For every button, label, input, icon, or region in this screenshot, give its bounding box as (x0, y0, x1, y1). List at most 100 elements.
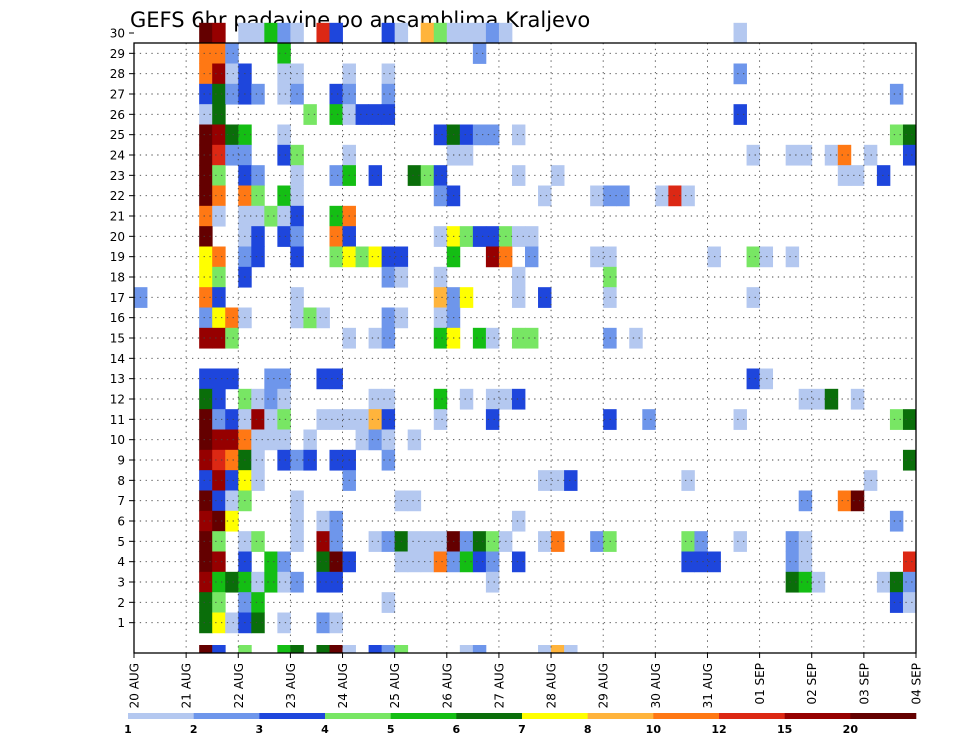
heatmap-cell (889, 409, 904, 430)
y-tick-label: 17 (110, 291, 125, 305)
heatmap-cell (329, 205, 343, 227)
heatmap-cell (459, 226, 474, 247)
heatmap-cell (694, 551, 708, 573)
heatmap-cell (264, 22, 278, 44)
heatmap-cell (433, 409, 448, 430)
heatmap-cell (277, 63, 291, 85)
heatmap-cell (225, 144, 239, 166)
heatmap-cell (368, 429, 383, 451)
heatmap-cell (381, 592, 396, 613)
heatmap-cell (251, 83, 265, 105)
heatmap-cell (798, 388, 813, 410)
heatmap-cell (381, 645, 396, 653)
colorbar-swatch (456, 713, 523, 719)
heatmap-cell (746, 368, 760, 390)
heatmap-cell (733, 531, 747, 552)
heatmap-cell (199, 266, 213, 288)
heatmap-cell (225, 470, 239, 491)
heatmap-cell (277, 551, 291, 573)
heatmap-cell (511, 551, 526, 573)
colorbar-label: 2 (190, 723, 198, 736)
heatmap-cell (225, 124, 239, 146)
colorbar-label: 20 (843, 723, 859, 736)
heatmap-cell (329, 551, 343, 573)
heatmap-cell (394, 22, 409, 44)
heatmap-cell (433, 226, 448, 247)
heatmap-cell (212, 592, 226, 613)
heatmap-cell (329, 22, 343, 44)
colorbar-swatch (850, 713, 917, 719)
heatmap-cell (368, 104, 383, 125)
y-tick-label: 29 (110, 47, 125, 61)
heatmap-cell (564, 470, 578, 491)
colorbar-swatch (259, 713, 326, 719)
heatmap-cell (420, 165, 435, 186)
heatmap-cell (902, 449, 917, 471)
heatmap-cell (472, 327, 487, 349)
heatmap-cell (798, 490, 813, 512)
heatmap-cell (251, 531, 265, 552)
y-tick-label: 28 (110, 67, 125, 81)
y-tick-label: 19 (110, 250, 125, 264)
x-tick-label: 26 AUG (440, 663, 454, 708)
heatmap-cell (381, 83, 396, 105)
heatmap-cell (316, 510, 330, 532)
colorbar-swatch (587, 713, 654, 719)
heatmap-cell (381, 409, 396, 430)
y-tick-label: 18 (110, 271, 125, 285)
heatmap-cell (329, 645, 343, 653)
heatmap-cell (889, 510, 904, 532)
heatmap-cell (850, 490, 865, 512)
heatmap-cell (329, 226, 343, 247)
heatmap-cell (329, 449, 343, 471)
heatmap-cell (329, 531, 343, 552)
heatmap-cell (472, 43, 487, 64)
heatmap-cell (212, 185, 226, 207)
heatmap-cell (433, 266, 448, 288)
heatmap-cell (212, 287, 226, 308)
heatmap-cell (212, 83, 226, 105)
heatmap-cell (355, 246, 369, 268)
heatmap-cell (199, 449, 213, 471)
heatmap-cell (277, 388, 291, 410)
heatmap-cell (277, 645, 291, 653)
heatmap-cell (446, 22, 461, 44)
heatmap-cell (316, 612, 330, 634)
heatmap-cell (199, 510, 213, 532)
heatmap-cell (212, 645, 226, 653)
heatmap-cell (212, 266, 226, 288)
heatmap-cell (485, 226, 500, 247)
heatmap-cell (212, 449, 226, 471)
heatmap-cell (199, 612, 213, 634)
colorbar-swatch (784, 713, 851, 719)
x-tick-label: 03 SEP (857, 663, 871, 705)
heatmap-cell (681, 531, 695, 552)
x-tick-label: 22 AUG (232, 663, 246, 708)
heatmap-cell (199, 645, 213, 653)
heatmap-cell (329, 368, 343, 390)
heatmap-cell (225, 510, 239, 532)
heatmap-cell (407, 551, 422, 573)
heatmap-cell (694, 531, 708, 552)
heatmap-cell (511, 165, 526, 186)
heatmap-cell (199, 83, 213, 105)
heatmap-cell (420, 531, 435, 552)
heatmap-cell (251, 165, 265, 186)
heatmap-cell (342, 645, 356, 653)
heatmap-cell (199, 124, 213, 146)
heatmap-cell (199, 551, 213, 573)
heatmap-cell (251, 226, 265, 247)
heatmap-cell (199, 368, 213, 390)
heatmap-cell (798, 551, 813, 573)
heatmap-cell (525, 226, 539, 247)
y-tick-label: 7 (117, 494, 125, 508)
heatmap-cell (681, 185, 695, 207)
heatmap-cell (290, 22, 304, 44)
heatmap-cell (303, 307, 317, 329)
heatmap-cell (212, 571, 226, 593)
x-tick-label: 21 AUG (180, 663, 194, 708)
heatmap-cell (277, 205, 291, 227)
heatmap-cell (264, 409, 278, 430)
colorbar-label: 6 (453, 723, 461, 736)
heatmap-cell (212, 490, 226, 512)
